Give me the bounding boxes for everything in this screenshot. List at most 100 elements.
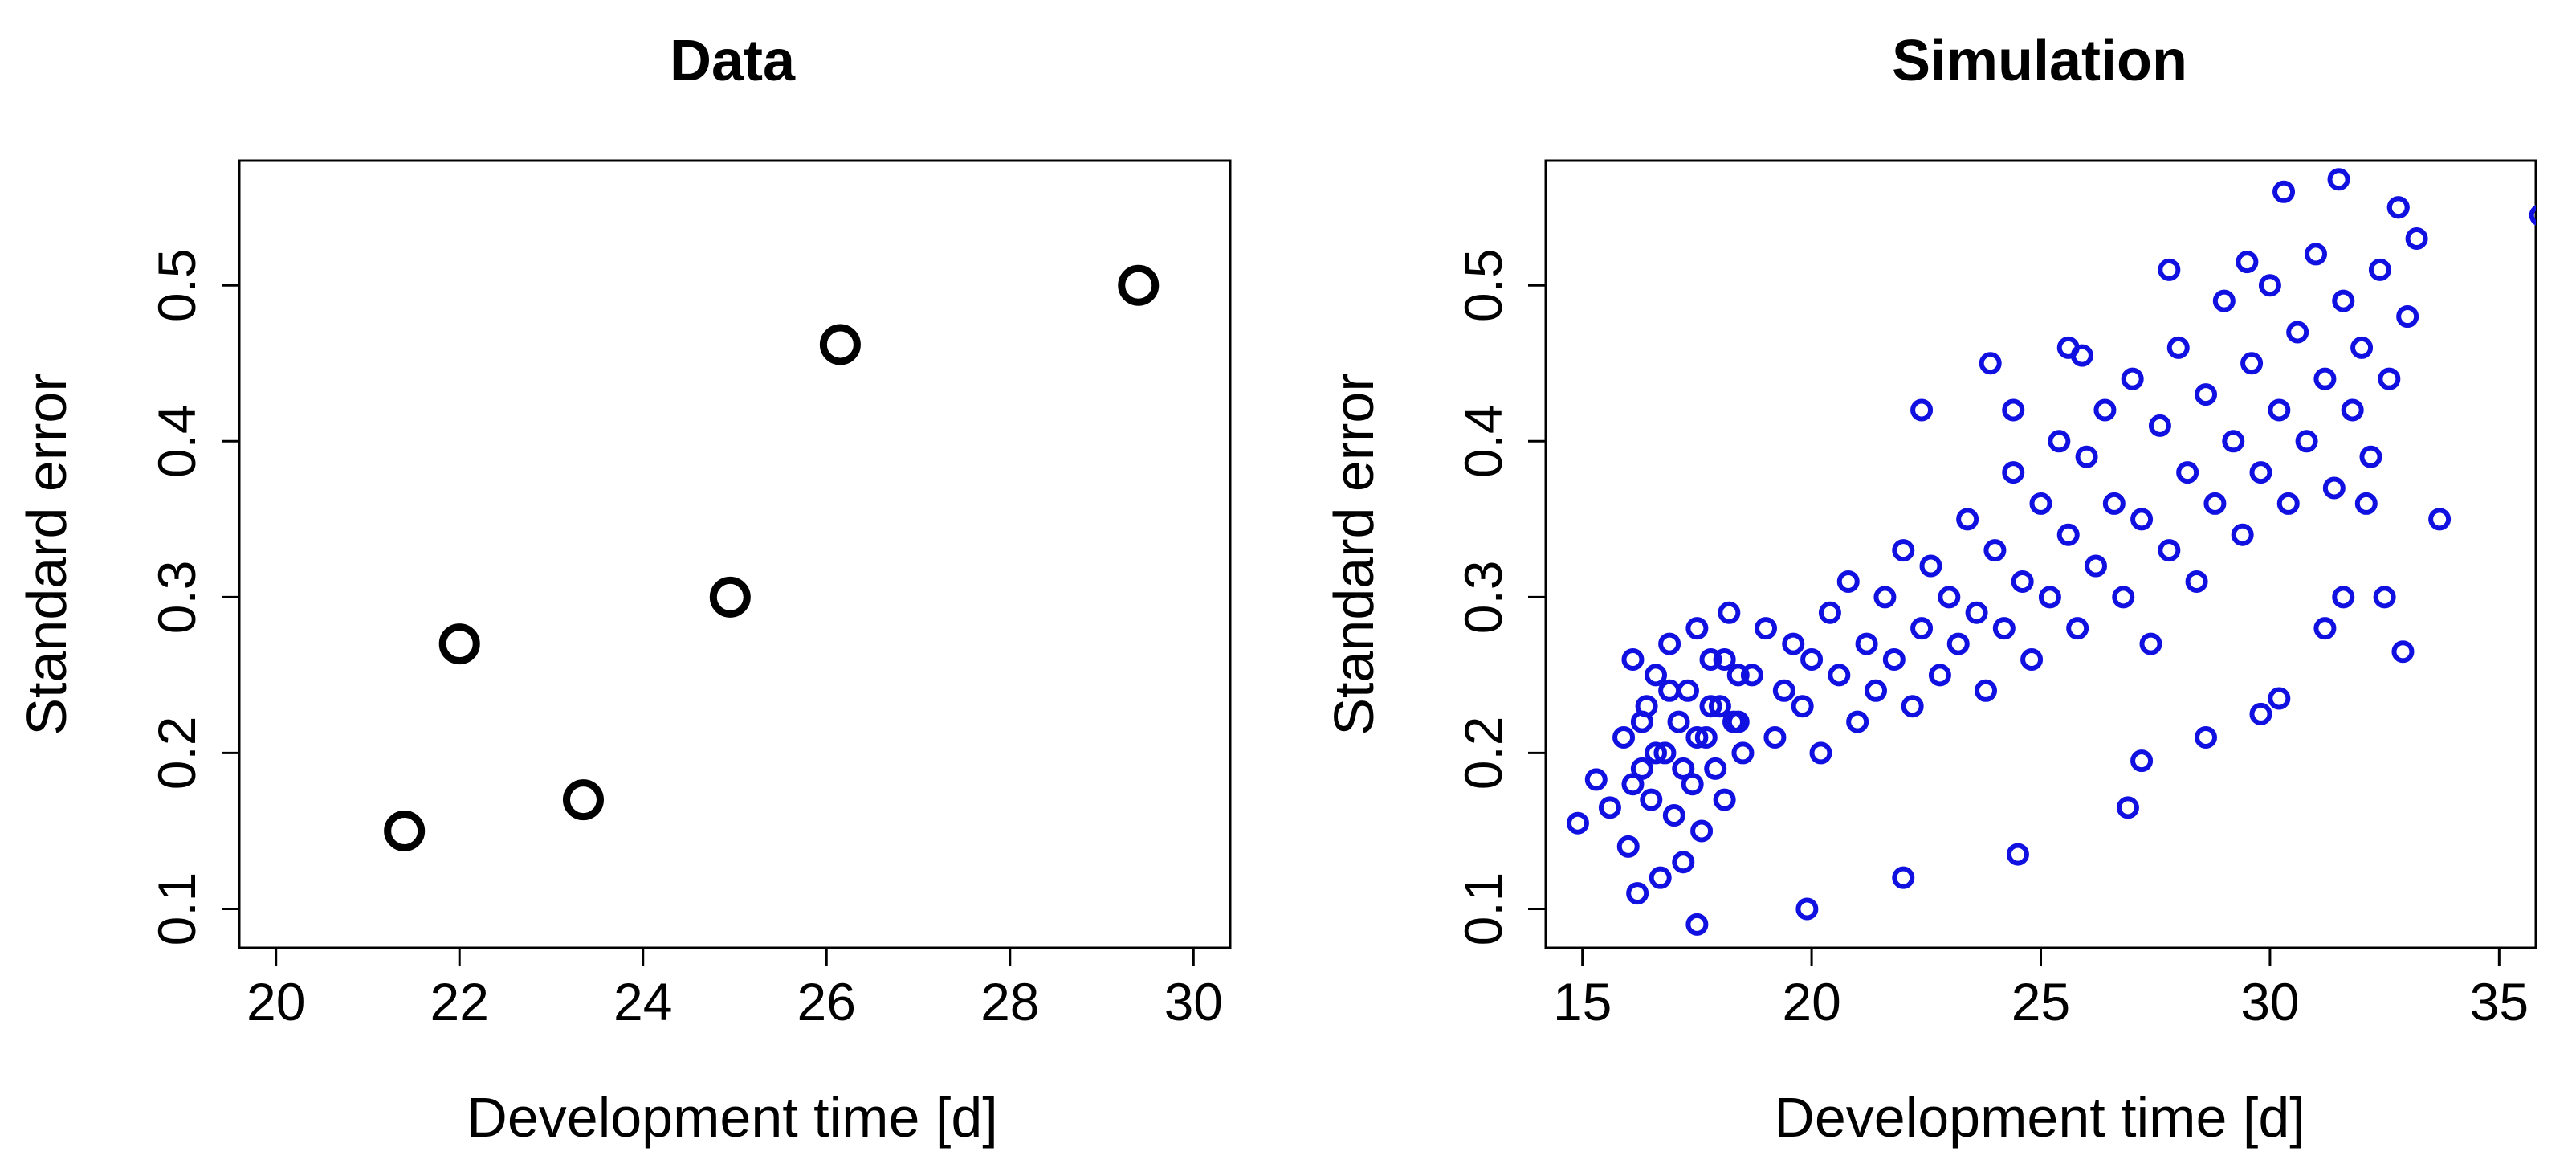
scatter-point — [1645, 664, 1667, 687]
x-tick-label: 22 — [430, 972, 489, 1031]
scatter-point — [438, 623, 480, 665]
scatter-point — [1708, 695, 1731, 718]
scatter-point — [1616, 835, 1640, 858]
scatter-point — [2249, 702, 2272, 725]
chart-panel-1: Data 20 22 24 26 28 30 0.1 0.2 0.3 0.4 0.5 Developme… — [15, 29, 1232, 1149]
scatter-point — [562, 779, 604, 821]
scatter-point — [1699, 695, 1722, 718]
x-tick-label: 15 — [1553, 972, 1612, 1031]
x-tick-label: 20 — [1782, 972, 1840, 1031]
scatter-point — [1846, 710, 1869, 733]
scatter-point — [2276, 492, 2300, 515]
scatter-point — [2166, 336, 2190, 359]
scatter-point — [1731, 741, 1755, 765]
scatter-point — [1772, 679, 1795, 702]
scatter-point — [2011, 570, 2034, 593]
scatter-point — [819, 324, 861, 365]
scatter-point — [1763, 726, 1787, 749]
scatter-point — [1718, 601, 1741, 624]
scatter-point — [2130, 508, 2154, 531]
scatter-point — [1992, 617, 2016, 640]
scatter-point — [1649, 866, 1672, 889]
scatter-point — [2130, 749, 2154, 773]
scatter-point — [2428, 508, 2452, 531]
y-tick-label: 0.3 — [1453, 560, 1513, 634]
scatter-point — [2121, 367, 2144, 390]
scatter-point — [1653, 741, 1677, 765]
x-tick-label: 30 — [1164, 972, 1223, 1031]
scatter-point — [1598, 796, 1621, 819]
scatter-point — [2185, 570, 2208, 593]
scatter-point — [1658, 632, 1681, 655]
scatter-point — [1979, 352, 2002, 375]
scatter-point — [2222, 430, 2245, 453]
scatter-point — [1685, 726, 1709, 749]
scatter-point — [1928, 664, 1951, 687]
scatter-point — [2378, 367, 2401, 390]
scatter-point — [1965, 601, 1988, 624]
scatter-point — [2066, 617, 2089, 640]
scatter-point — [1699, 647, 1722, 671]
scatter-point — [1672, 851, 1695, 874]
scatter-point — [2056, 523, 2080, 546]
scatter-point — [1836, 570, 1860, 593]
scatter-point — [2529, 205, 2536, 226]
x-tick-label: 35 — [2470, 972, 2529, 1031]
scatter-point — [1782, 632, 1805, 655]
scatter-point — [1956, 508, 1979, 531]
scatter-point — [2038, 586, 2061, 609]
scatter-point — [1681, 773, 1704, 796]
scatter-point — [1672, 757, 1695, 780]
scatter-point — [1919, 554, 1942, 578]
y-tick-label: 0.1 — [1453, 872, 1513, 946]
scatter-point — [2313, 367, 2337, 390]
scatter-point — [1690, 819, 1714, 843]
scatter-point — [2002, 461, 2025, 484]
scatter-point — [1621, 647, 1645, 671]
scatter-point — [2391, 640, 2415, 664]
scatter-point — [1865, 679, 1887, 702]
scatter-point — [1630, 757, 1653, 780]
scatter-point — [2075, 445, 2098, 468]
scatter-point — [1795, 897, 1819, 921]
scatter-point — [1983, 539, 2007, 562]
scatter-point — [2158, 539, 2181, 562]
scatter-point — [2305, 243, 2327, 266]
scatter-point — [1612, 726, 1636, 749]
scatter-point — [1630, 710, 1653, 733]
scatter-point — [2002, 398, 2025, 422]
scatter-point — [2258, 274, 2281, 297]
scatter-point — [2048, 430, 2071, 453]
scatter-point — [2212, 289, 2236, 312]
y-tick-label: 0.2 — [1453, 717, 1513, 790]
scatter-point — [2085, 554, 2107, 578]
y-tick-label: 0.5 — [147, 248, 206, 322]
scatter-point — [2350, 336, 2374, 359]
scatter-point — [2139, 632, 2162, 655]
scatter-point — [1938, 586, 1961, 609]
y-axis-label: Standard error — [15, 373, 78, 735]
x-axis-label: Development time [d] — [467, 1086, 997, 1149]
scatter-point — [1621, 773, 1645, 796]
y-tick-label: 0.3 — [147, 560, 206, 634]
scatter-point — [2322, 476, 2346, 500]
scatter-point — [1901, 695, 1924, 718]
scatter-point — [1640, 788, 1663, 811]
scatter-point — [2020, 647, 2044, 671]
chart-title: Simulation — [1892, 29, 2187, 93]
scatter-point — [1658, 679, 1681, 702]
scatter-point — [2359, 445, 2382, 468]
y-tick-label: 0.5 — [1453, 248, 1513, 322]
scatter-point — [2249, 461, 2272, 484]
scatter-point — [2240, 352, 2264, 375]
scatter-point — [2373, 586, 2396, 609]
scatter-point — [2029, 492, 2052, 515]
scatter-point — [384, 810, 426, 851]
scatter-point — [1892, 539, 1915, 562]
scatter-point — [2236, 251, 2259, 274]
scatter-point — [1946, 632, 1970, 655]
scatter-point — [2195, 726, 2217, 749]
scatter-point — [1626, 882, 1649, 905]
y-tick-label: 0.2 — [147, 717, 206, 790]
scatter-point — [2313, 617, 2337, 640]
